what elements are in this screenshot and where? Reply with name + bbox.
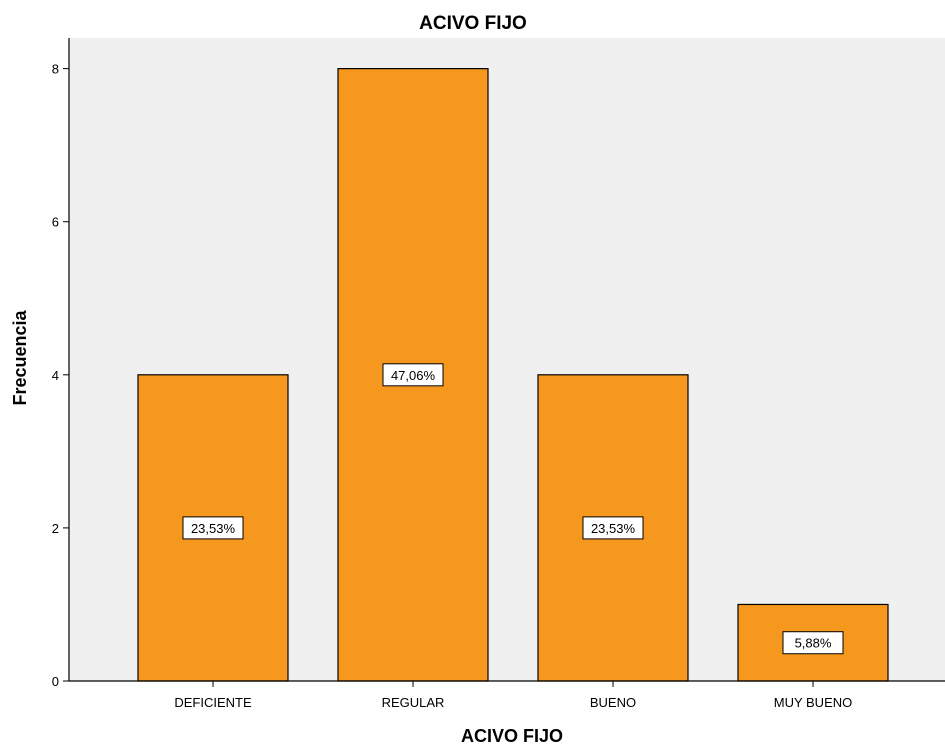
data-label: 5,88% [795,636,832,651]
bars-layer [137,68,889,682]
x-tick-label: REGULAR [382,695,445,710]
x-axis-title: ACIVO FIJO [461,726,563,746]
chart-title: ACIVO FIJO [419,13,527,34]
x-tick-label: BUENO [590,695,636,710]
y-axis-title: Frecuencia [10,309,30,405]
x-tick-label: DEFICIENTE [174,695,252,710]
data-label: 47,06% [391,368,436,383]
axes-layer: 0 2 4 6 8 DEFICIENTE REGULAR BUENO MUY BUENO [52,38,945,710]
data-label-box [182,516,244,540]
y-tick-label: 0 [52,674,59,689]
data-label-box [582,516,644,540]
y-tick-label: 2 [52,521,59,536]
data-label: 23,53% [591,521,636,536]
data-label-box [782,631,844,655]
x-tick-label: MUY BUENO [774,695,853,710]
data-label: 23,53% [191,521,236,536]
y-tick-label: 4 [52,368,59,383]
y-tick-label: 8 [52,62,59,77]
data-labels-layer: 23,53% 47,06% 23,53% 5,88% [182,363,844,655]
data-label-box [382,363,444,387]
y-tick-label: 6 [52,215,59,230]
